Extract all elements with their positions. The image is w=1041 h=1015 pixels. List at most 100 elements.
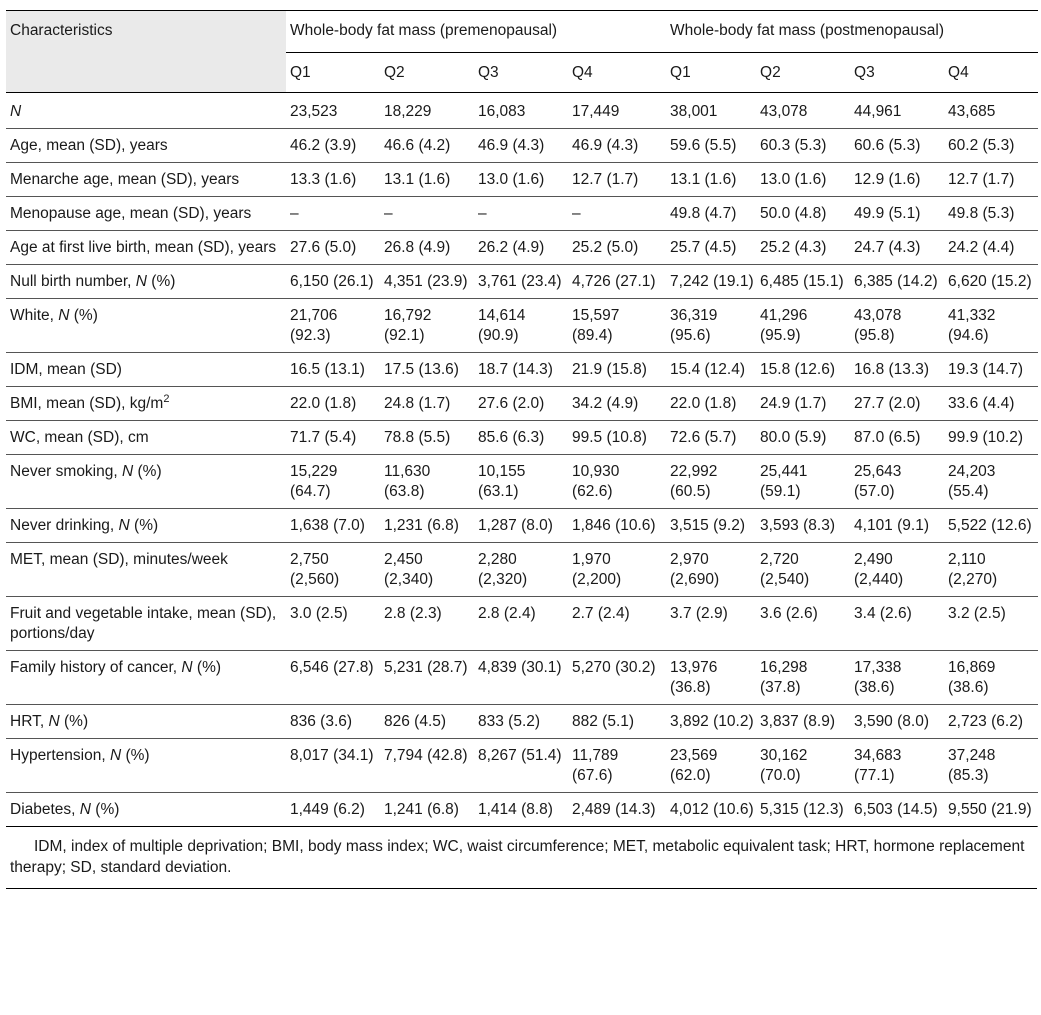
table-cell: 2,750 (2,560) [286,542,380,597]
table-cell: 33.6 (4.4) [944,386,1039,421]
table-cell: 87.0 (6.5) [850,420,945,455]
table-cell: 18.7 (14.3) [474,352,568,387]
row-label-text: HRT, [10,713,49,730]
table-cell: 44,961 [850,92,945,129]
table-cell: 13,976 (36.8) [662,650,757,705]
table-cell: 38,001 [662,92,757,129]
table-cell: 2.8 (2.4) [474,596,568,651]
table-cell: 5,231 (28.7) [380,650,474,705]
table-cell: 15,229 (64.7) [286,454,380,509]
row-label-text: WC, mean (SD), cm [10,429,149,446]
table-cell: 21,706 (92.3) [286,298,380,353]
table-cell: 12.7 (1.7) [944,162,1039,197]
table-row: N 23,523 18,229 16,083 17,449 38,001 43,078 44,… [6,92,1039,129]
characteristics-table: Characteristics Whole-body fat mass (pre… [6,10,1039,827]
row-label-text: Null birth number, [10,273,136,290]
table-row: MET, mean (SD), minutes/week 2,750 (2,560… [6,542,1039,597]
table-cell: 24,203 (55.4) [944,454,1039,509]
table-cell: 25.2 (4.3) [756,230,851,265]
table-row: Age at first live birth, mean (SD), year… [6,230,1039,265]
table-cell: 41,296 (95.9) [756,298,851,353]
row-label-text: White, [10,307,59,324]
table-cell: 2,490 (2,440) [850,542,945,597]
table-cell: 2.7 (2.4) [568,596,663,651]
row-label: IDM, mean (SD) [6,352,286,387]
table-cell: 6,385 (14.2) [850,264,945,299]
row-label: Age, mean (SD), years [6,128,286,163]
table-cell: 16,792 (92.1) [380,298,474,353]
table-cell: 46.9 (4.3) [474,128,568,163]
table-cell: 43,078 [756,92,851,129]
table-row: White, N (%) 21,706 (92.3) 16,792 (92.1) 14… [6,298,1039,353]
row-label: N [6,92,286,129]
table-cell: 3.6 (2.6) [756,596,851,651]
header-quartile: Q2 [760,64,781,81]
table-cell: 43,078 (95.8) [850,298,945,353]
row-label-tail: (%) [59,713,89,730]
table-cell: 4,726 (27.1) [568,264,663,299]
table-cell: 2,450 (2,340) [380,542,474,597]
row-label-text: IDM, mean (SD) [10,361,122,378]
row-label-n: N [118,517,130,534]
table-row: IDM, mean (SD) 16.5 (13.1) 17.5 (13.6) 18.7… [6,352,1039,387]
row-label: Null birth number, N (%) [6,264,286,299]
table-cell: 85.6 (6.3) [474,420,568,455]
row-label-tail: (%) [121,747,150,764]
table-row: Never smoking, N (%) 15,229 (64.7) 11,630 … [6,454,1039,509]
table-cell: 13.1 (1.6) [662,162,757,197]
table-cell: 4,839 (30.1) [474,650,568,705]
table-cell: 41,332 (94.6) [944,298,1039,353]
header-quartile: Q2 [384,64,405,81]
table-cell: 26.2 (4.9) [474,230,568,265]
row-label-tail: (%) [69,307,98,324]
header-quartile: Q3 [478,64,499,81]
table-cell: 2,970 (2,690) [662,542,757,597]
row-label: Never smoking, N (%) [6,454,286,509]
table-cell: 5,270 (30.2) [568,650,663,705]
row-label: Never drinking, N (%) [6,508,286,543]
table-cell: 13.1 (1.6) [380,162,474,197]
table-cell: 12.7 (1.7) [568,162,663,197]
row-label: Hypertension, N (%) [6,738,286,793]
table-cell: 24.9 (1.7) [756,386,851,421]
table-cell: 5,522 (12.6) [944,508,1039,543]
table-cell: 34,683 (77.1) [850,738,945,793]
table-cell: 22,992 (60.5) [662,454,757,509]
table-cell: 3,515 (9.2) [662,508,757,543]
table-row: Null birth number, N (%) 6,150 (26.1) 4,35… [6,264,1039,299]
table-cell: 833 (5.2) [474,704,568,739]
table-cell: 13.3 (1.6) [286,162,380,197]
row-label: Menarche age, mean (SD), years [6,162,286,197]
table-cell: 1,241 (6.8) [380,792,474,827]
table-cell: 882 (5.1) [568,704,663,739]
table-cell: 46.9 (4.3) [568,128,663,163]
table-cell: 49.8 (4.7) [662,196,757,231]
table-cell: 43,685 [944,92,1039,129]
row-label-text: Menopause age, mean (SD), years [10,205,252,222]
row-label-n: N [121,463,134,480]
row-label-n: N [79,801,91,818]
row-label: White, N (%) [6,298,286,353]
header-blank [6,52,286,93]
table-cell: 1,414 (8.8) [474,792,568,827]
row-label: MET, mean (SD), minutes/week [6,542,286,597]
table-cell: 80.0 (5.9) [756,420,851,455]
table-cell: 21.9 (15.8) [568,352,663,387]
row-label: Family history of cancer, N (%) [6,650,286,705]
table-cell: 836 (3.6) [286,704,380,739]
table-cell: 23,569 (62.0) [662,738,757,793]
table-cell: 1,970 (2,200) [568,542,663,597]
row-label-text: Never smoking, [10,463,122,480]
table-cell: 27.7 (2.0) [850,386,945,421]
table-row: Fruit and vegetable intake, mean (SD), p… [6,596,1039,651]
row-label-text: N [10,103,22,120]
row-label-n: N [181,659,193,676]
table-footnote: IDM, index of multiple deprivation; BMI,… [6,826,1037,889]
row-label-tail: (%) [146,273,176,290]
row-label-n: N [135,273,147,290]
table-header: Characteristics Whole-body fat mass (pre… [6,10,1039,93]
table-cell: 7,794 (42.8) [380,738,474,793]
row-label-tail: (%) [129,517,159,534]
table-cell: 71.7 (5.4) [286,420,380,455]
table-row: Family history of cancer, N (%) 6,546 (27… [6,650,1039,705]
